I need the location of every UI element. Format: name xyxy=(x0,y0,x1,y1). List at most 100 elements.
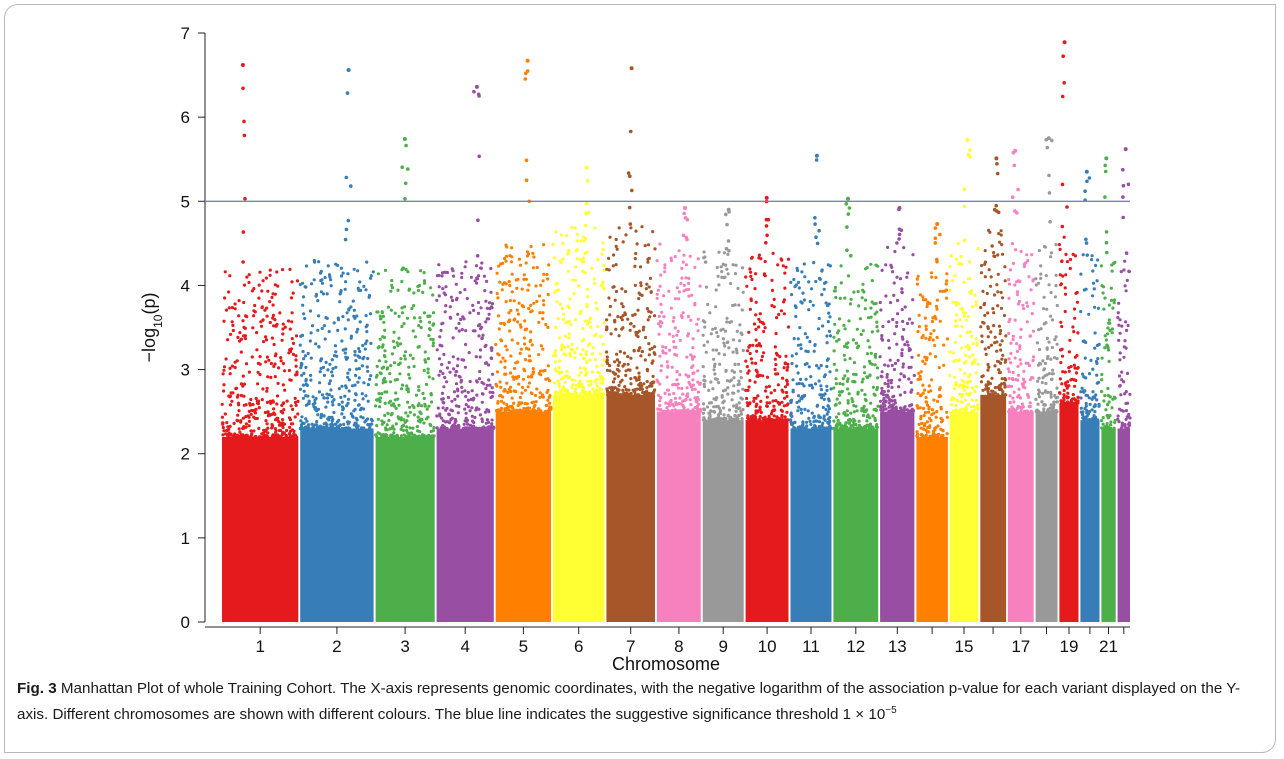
snp-point xyxy=(622,351,627,355)
snp-point xyxy=(489,290,493,294)
snp-point xyxy=(924,395,928,400)
snp-point xyxy=(474,408,478,412)
snp-point xyxy=(915,277,919,281)
snp-point xyxy=(623,385,627,389)
snp-point xyxy=(939,427,943,431)
snp-point xyxy=(673,255,677,259)
snp-point xyxy=(842,411,846,415)
y-axis-title-tail: (p) xyxy=(139,293,159,315)
snp-point xyxy=(584,350,589,354)
snp-point xyxy=(1101,422,1105,426)
snp-point xyxy=(834,415,839,419)
snp-point xyxy=(441,287,445,291)
snp-point xyxy=(1065,205,1069,209)
snp-point xyxy=(1011,261,1016,265)
snp-point xyxy=(448,305,452,309)
snp-point xyxy=(759,399,763,403)
snp-point xyxy=(1058,377,1062,381)
snp-point xyxy=(908,410,912,414)
snp-point xyxy=(463,426,467,430)
snp-point xyxy=(702,378,706,382)
y-tick-label-1: 1 xyxy=(181,529,190,548)
snp-point xyxy=(327,393,331,397)
snp-point xyxy=(928,352,932,356)
snp-point xyxy=(427,334,431,338)
snp-point xyxy=(350,384,354,388)
snp-point xyxy=(364,342,368,346)
snp-point xyxy=(238,430,242,434)
snp-point xyxy=(221,372,225,376)
snp-point xyxy=(1030,312,1034,316)
snp-point xyxy=(621,388,625,392)
snp-point xyxy=(458,290,462,295)
snp-point xyxy=(344,347,348,351)
snp-point xyxy=(497,327,501,331)
snp-point xyxy=(245,433,249,437)
snp-point xyxy=(889,378,894,382)
snp-point xyxy=(346,318,350,322)
snp-point xyxy=(342,415,346,420)
snp-point xyxy=(1010,242,1015,246)
snp-point xyxy=(403,420,407,424)
snp-point xyxy=(480,419,484,424)
snp-point xyxy=(766,217,771,222)
snp-point xyxy=(810,411,814,415)
snp-point xyxy=(527,347,531,351)
snp-point xyxy=(395,341,399,345)
snp-point xyxy=(647,391,651,395)
snp-point xyxy=(737,379,741,383)
snp-point xyxy=(800,301,804,305)
snp-point xyxy=(581,269,585,273)
snp-point xyxy=(280,403,284,407)
snp-point xyxy=(245,315,249,319)
snp-point xyxy=(842,323,846,327)
snp-point xyxy=(726,340,730,344)
snp-point xyxy=(558,359,562,363)
snp-point xyxy=(696,329,700,333)
snp-point xyxy=(423,402,427,406)
snp-point xyxy=(900,354,904,358)
snp-point xyxy=(400,306,404,310)
snp-point xyxy=(628,174,632,178)
snp-point xyxy=(1112,301,1116,305)
snp-point xyxy=(1100,378,1104,382)
snp-point xyxy=(691,357,695,361)
snp-point xyxy=(1060,382,1064,386)
snp-point xyxy=(345,91,350,95)
snp-point xyxy=(796,343,801,347)
snp-point xyxy=(525,69,530,73)
snp-point xyxy=(253,303,257,308)
chromosome-11-peak xyxy=(814,153,819,158)
snp-point xyxy=(606,393,610,397)
snp-point xyxy=(611,264,615,268)
snp-point xyxy=(744,359,748,363)
snp-point xyxy=(624,387,628,392)
snp-point xyxy=(925,400,929,404)
snp-point xyxy=(306,402,310,406)
snp-point xyxy=(472,89,476,94)
snp-point xyxy=(242,394,246,398)
snp-point xyxy=(524,409,528,414)
snp-point xyxy=(477,94,481,98)
snp-point xyxy=(785,394,789,398)
chromosome-20-band xyxy=(1080,420,1100,622)
snp-point xyxy=(233,365,237,370)
snp-point xyxy=(222,365,227,369)
snp-point xyxy=(295,370,299,374)
snp-point xyxy=(930,408,935,412)
snp-point xyxy=(437,357,442,361)
snp-point xyxy=(617,360,622,364)
snp-point xyxy=(523,369,527,373)
snp-point xyxy=(951,300,955,304)
snp-point xyxy=(1103,296,1107,300)
snp-point xyxy=(397,336,401,340)
snp-point xyxy=(511,407,515,411)
snp-point xyxy=(510,272,514,276)
snp-point xyxy=(522,406,526,410)
snp-point xyxy=(496,352,500,356)
chromosome-14-peak xyxy=(935,222,940,226)
snp-point xyxy=(293,396,297,400)
snp-point xyxy=(362,426,366,430)
snp-point xyxy=(599,334,603,338)
snp-point xyxy=(900,287,904,291)
